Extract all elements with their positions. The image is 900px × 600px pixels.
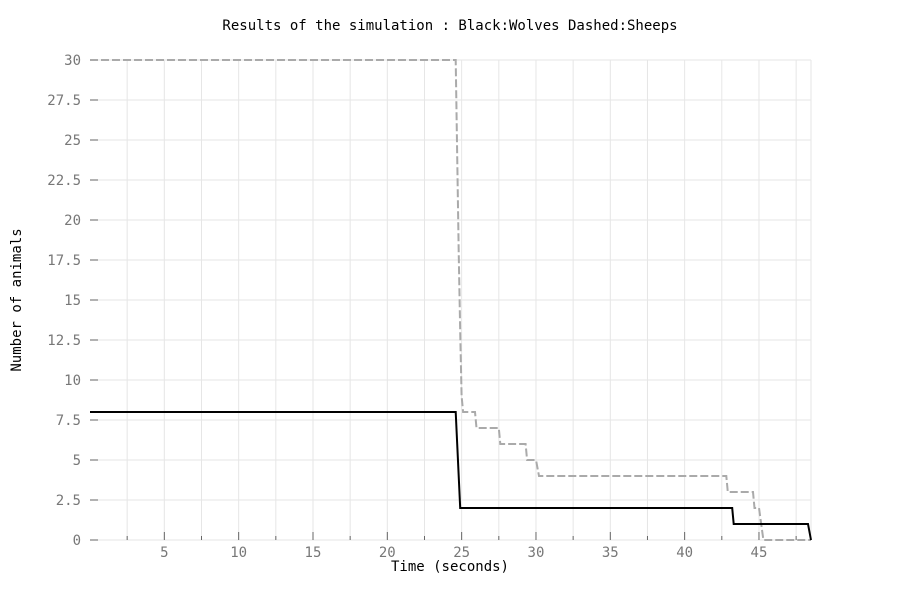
y-tick-label: 25	[64, 133, 81, 149]
series-line-sheeps	[90, 59, 811, 541]
chart-title: Results of the simulation : Black:Wolves…	[222, 18, 677, 34]
x-tick-label: 5	[160, 545, 168, 561]
series-line-wolves	[90, 411, 812, 541]
y-tick-label: 12.5	[47, 333, 81, 349]
x-tick-labels: 5 10 15 20 25 30 35 40 45	[160, 545, 767, 561]
x-tick-label: 30	[528, 545, 545, 561]
x-axis-label: Time (seconds)	[391, 559, 509, 575]
x-tick-label: 15	[305, 545, 322, 561]
y-tick-label: 17.5	[47, 253, 81, 269]
y-axis-label: Number of animals	[9, 228, 25, 371]
x-tick-label: 20	[379, 545, 396, 561]
y-tick-label: 5	[73, 453, 81, 469]
tick-marks	[90, 59, 797, 541]
x-tick-label: 45	[751, 545, 768, 561]
x-tick-label: 25	[453, 545, 470, 561]
y-tick-label: 7.5	[56, 413, 81, 429]
y-tick-label: 20	[64, 213, 81, 229]
y-tick-label: 0	[73, 533, 81, 549]
y-tick-label: 30	[64, 53, 81, 69]
x-tick-label: 35	[602, 545, 619, 561]
y-tick-labels: 0 2.5 5 7.5 10 12.5 15 17.5 20 22.5 25 27.5 30	[47, 53, 81, 549]
y-tick-label: 22.5	[47, 173, 81, 189]
series-group	[90, 59, 812, 541]
x-tick-label: 10	[230, 545, 247, 561]
x-tick-label: 40	[676, 545, 693, 561]
y-tick-label: 2.5	[56, 493, 81, 509]
y-tick-label: 10	[64, 373, 81, 389]
y-tick-label: 27.5	[47, 93, 81, 109]
y-tick-label: 15	[64, 293, 81, 309]
grid	[90, 59, 812, 541]
